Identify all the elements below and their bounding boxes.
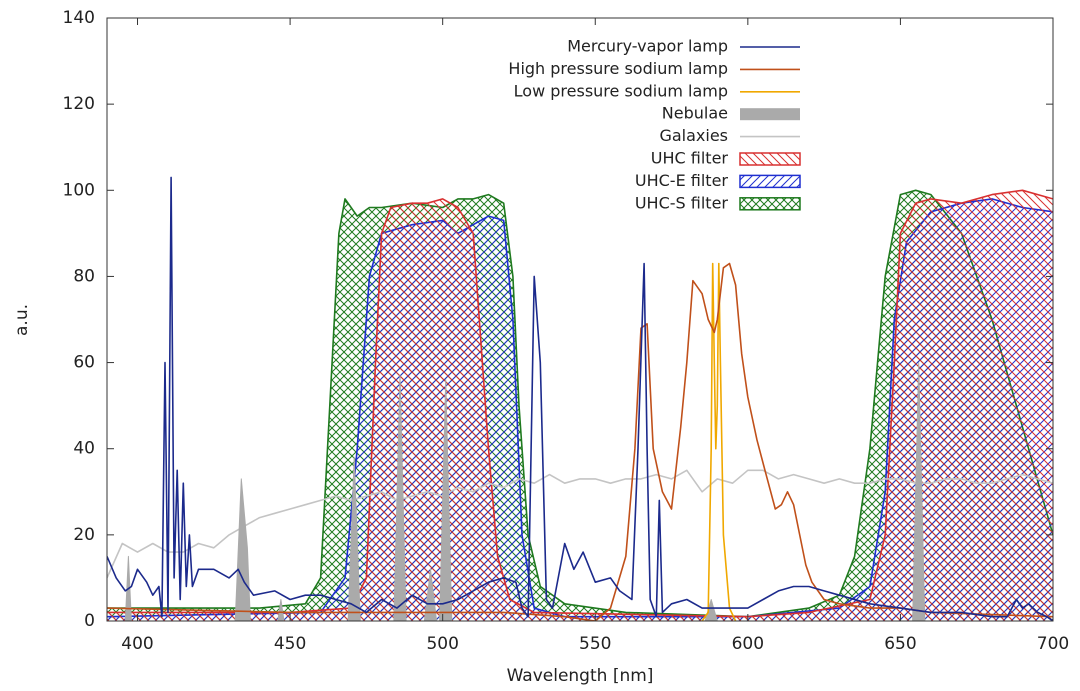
series-line xyxy=(107,262,1053,621)
legend-label: High pressure sodium lamp xyxy=(508,59,728,78)
legend-label: Low pressure sodium lamp xyxy=(514,81,728,100)
area-fill xyxy=(107,190,1053,621)
y-tick-label: 80 xyxy=(73,266,95,286)
legend-label: Mercury-vapor lamp xyxy=(567,37,728,56)
series-line xyxy=(107,469,1053,579)
series-line xyxy=(701,262,737,621)
x-tick-label: 600 xyxy=(732,634,764,654)
legend-swatch xyxy=(740,108,800,121)
series-outline xyxy=(107,362,1053,621)
legend-swatch xyxy=(739,152,801,166)
x-tick-label: 400 xyxy=(121,634,153,654)
y-tick-label: 140 xyxy=(63,8,95,28)
x-tick-label: 700 xyxy=(1037,634,1069,654)
y-axis-label: a.u. xyxy=(12,304,32,336)
y-tick-label: 120 xyxy=(63,94,95,114)
y-tick-label: 60 xyxy=(73,353,95,373)
plot-area xyxy=(107,176,1053,621)
series-outline xyxy=(107,189,1053,618)
y-tick-label: 40 xyxy=(73,439,95,459)
x-tick-label: 650 xyxy=(884,634,916,654)
legend-label: UHC-E filter xyxy=(635,171,729,190)
legend-swatch xyxy=(739,197,801,211)
legend-label: Nebulae xyxy=(662,104,728,123)
series-outline xyxy=(107,189,1053,618)
area-fill xyxy=(107,190,1053,621)
legend-swatch xyxy=(739,174,801,189)
y-tick-label: 100 xyxy=(63,180,95,200)
x-tick-label: 450 xyxy=(274,634,306,654)
y-tick-label: 0 xyxy=(84,611,95,631)
legend-label: UHC filter xyxy=(651,149,729,168)
x-tick-label: 550 xyxy=(579,634,611,654)
x-axis-label: Wavelength [nm] xyxy=(507,666,654,686)
legend: Mercury-vapor lamp High pressure sodium l… xyxy=(508,37,801,212)
x-tick-label: 500 xyxy=(426,634,458,654)
plot-frame xyxy=(106,17,1054,622)
legend-label: UHC-S filter xyxy=(635,193,729,212)
y-tick-label: 20 xyxy=(73,525,95,545)
series-line xyxy=(107,176,1053,621)
legend-label: Galaxies xyxy=(659,126,728,145)
